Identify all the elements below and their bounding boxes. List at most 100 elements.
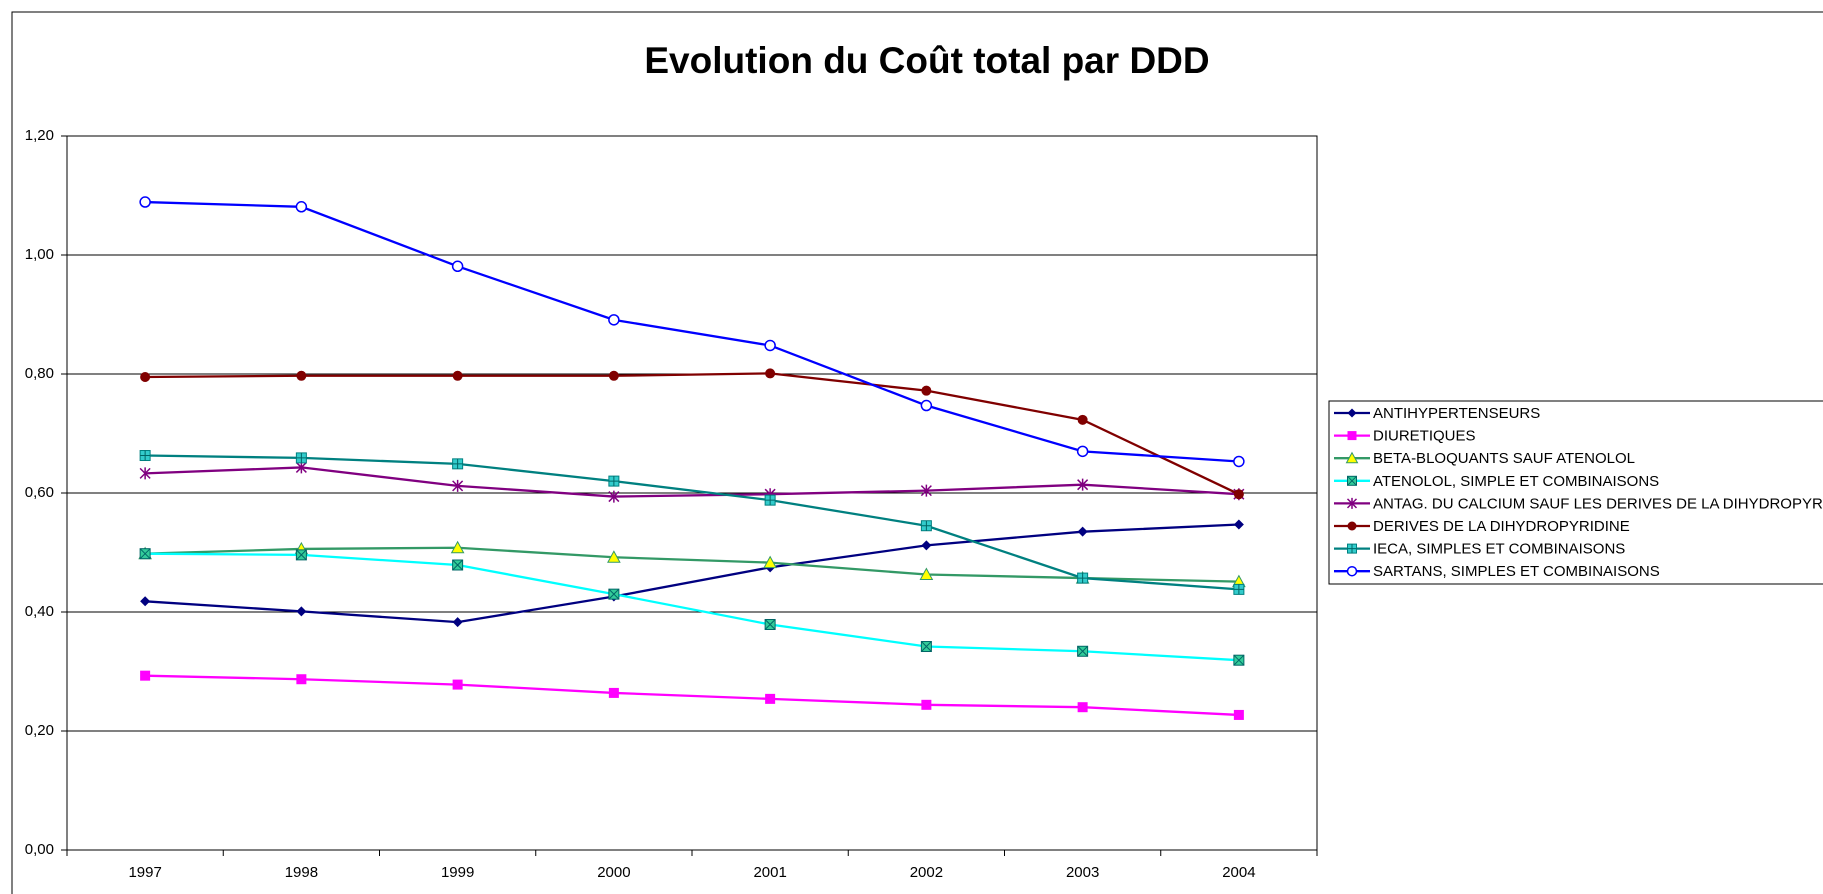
marker xyxy=(921,699,932,710)
marker-shape xyxy=(608,687,619,698)
marker-shape xyxy=(296,674,307,685)
marker xyxy=(607,550,621,563)
series-line xyxy=(145,200,1239,463)
marker xyxy=(1347,431,1357,441)
marker-shape xyxy=(1346,565,1358,577)
marker xyxy=(1347,408,1357,418)
x-tick-label: 1998 xyxy=(285,864,318,881)
marker-shape xyxy=(764,339,776,352)
marker xyxy=(608,314,620,326)
marker xyxy=(296,606,307,617)
marker xyxy=(452,679,463,690)
marker-shape xyxy=(140,596,151,607)
marker xyxy=(764,618,776,630)
marker xyxy=(452,617,463,628)
marker-shape xyxy=(1077,645,1088,657)
marker-shape xyxy=(921,540,932,551)
y-tick-label: 0,20 xyxy=(25,722,54,739)
marker-shape xyxy=(608,588,620,600)
marker-shape xyxy=(1077,414,1088,425)
marker-shape xyxy=(452,617,463,628)
series-line xyxy=(145,674,1239,717)
legend-label: DIURETIQUES xyxy=(1373,428,1476,445)
marker-shape xyxy=(608,490,620,503)
marker-shape xyxy=(607,550,621,563)
marker-shape xyxy=(1077,573,1088,584)
marker-shape xyxy=(452,679,463,690)
marker xyxy=(1077,478,1089,491)
marker xyxy=(1347,475,1357,486)
marker xyxy=(140,371,151,382)
marker xyxy=(1077,526,1088,537)
marker-shape xyxy=(296,549,307,561)
marker xyxy=(1077,645,1089,657)
marker xyxy=(1077,572,1089,584)
marker-shape xyxy=(1347,521,1357,531)
marker xyxy=(921,540,932,551)
marker-shape xyxy=(921,641,932,652)
marker xyxy=(450,540,465,554)
marker xyxy=(765,693,776,704)
legend-label: SARTANS, SIMPLES ET COMBINAISONS xyxy=(1373,563,1660,580)
marker-shape xyxy=(919,567,934,581)
chart-title: Evolution du Coût total par DDD xyxy=(644,40,1209,81)
marker-shape xyxy=(1346,497,1358,509)
marker-shape xyxy=(920,484,932,497)
marker xyxy=(765,368,776,379)
marker xyxy=(1346,497,1358,509)
marker xyxy=(1233,654,1245,666)
marker-shape xyxy=(921,699,932,710)
marker-shape xyxy=(1233,584,1244,595)
marker xyxy=(920,399,933,412)
marker xyxy=(295,201,308,213)
marker-shape xyxy=(296,606,307,617)
marker xyxy=(139,467,151,480)
marker-shape xyxy=(1233,519,1244,530)
marker xyxy=(452,479,464,492)
marker-shape xyxy=(1233,455,1245,468)
marker xyxy=(1233,489,1244,500)
marker-shape xyxy=(452,370,463,381)
marker-shape xyxy=(139,196,151,208)
x-tick-label: 1997 xyxy=(128,864,161,881)
legend-label: ANTIHYPERTENSEURS xyxy=(1373,405,1540,422)
marker xyxy=(452,559,464,571)
marker xyxy=(764,339,776,352)
marker xyxy=(139,450,151,462)
marker xyxy=(919,567,934,581)
marker-shape xyxy=(1077,526,1088,537)
marker-shape xyxy=(1233,489,1244,500)
legend-label: IECA, SIMPLES ET COMBINAISONS xyxy=(1373,541,1625,558)
marker xyxy=(1345,451,1359,464)
marker-shape xyxy=(1347,431,1357,441)
marker-shape xyxy=(451,260,464,273)
series-line xyxy=(145,454,1239,591)
marker xyxy=(1233,455,1245,468)
series-line xyxy=(145,546,1239,583)
marker-shape xyxy=(1076,445,1089,458)
marker-shape xyxy=(1347,408,1357,418)
series-line xyxy=(145,552,1239,662)
x-tick-label: 2003 xyxy=(1066,864,1099,881)
marker xyxy=(452,458,464,470)
marker xyxy=(608,490,620,503)
series-line xyxy=(145,372,1240,496)
marker-shape xyxy=(1347,544,1357,554)
marker-shape xyxy=(295,201,308,213)
marker xyxy=(140,670,151,681)
y-tick-label: 1,00 xyxy=(25,246,54,263)
marker-shape xyxy=(1233,654,1245,666)
x-tick-label: 2002 xyxy=(910,864,943,881)
marker-shape xyxy=(765,368,776,379)
marker-shape xyxy=(1345,451,1359,464)
marker-shape xyxy=(920,399,933,412)
marker-shape xyxy=(452,559,463,571)
y-tick-label: 1,20 xyxy=(25,127,54,144)
y-tick-label: 0,80 xyxy=(25,365,54,382)
marker xyxy=(296,674,307,685)
marker-shape xyxy=(1077,702,1088,713)
marker-shape xyxy=(763,555,777,569)
marker-shape xyxy=(450,540,465,554)
marker xyxy=(139,548,151,560)
